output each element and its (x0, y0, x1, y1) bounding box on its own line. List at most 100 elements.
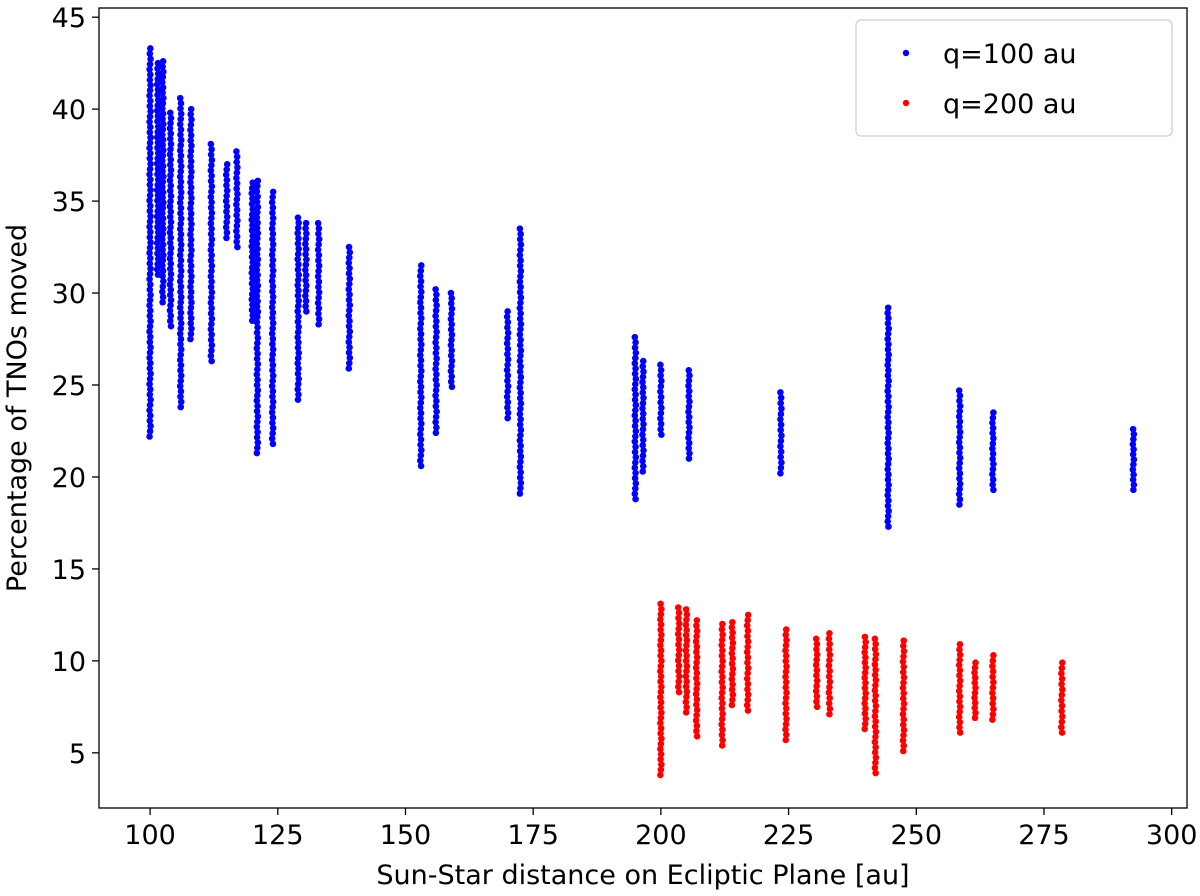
data-point (159, 204, 167, 212)
data-point (872, 759, 879, 767)
data-point (154, 86, 162, 93)
data-point (146, 296, 154, 304)
data-point (782, 731, 790, 738)
data-point (177, 351, 185, 359)
data-point (956, 459, 963, 467)
data-point (657, 388, 664, 395)
data-point (147, 97, 154, 105)
data-point (517, 310, 524, 317)
data-point (315, 225, 323, 232)
data-point (516, 278, 524, 285)
data-point (160, 173, 167, 180)
data-point (885, 523, 892, 530)
data-point (517, 230, 524, 238)
data-point (872, 676, 880, 684)
data-point (345, 365, 353, 372)
data-point (233, 153, 241, 161)
data-point (1058, 664, 1066, 672)
data-point (813, 698, 820, 705)
data-point (657, 678, 664, 685)
data-point (159, 58, 167, 65)
data-point (728, 660, 736, 667)
data-point (900, 716, 908, 723)
data-point (417, 415, 424, 422)
data-point (516, 262, 524, 270)
data-point (719, 710, 726, 718)
data-point (885, 351, 892, 358)
data-point (153, 266, 161, 273)
data-point (268, 330, 276, 337)
data-point (447, 378, 455, 385)
data-point (743, 648, 751, 656)
data-point (154, 118, 161, 125)
data-point (861, 648, 868, 656)
data-point (657, 766, 665, 774)
y-tick-label: 40 (52, 95, 86, 126)
data-point (719, 647, 726, 654)
data-point (177, 236, 184, 243)
data-point (146, 218, 154, 225)
data-point (989, 429, 996, 437)
data-point (254, 235, 261, 242)
data-point (315, 262, 323, 270)
data-point (517, 352, 524, 360)
data-point (302, 287, 310, 294)
data-point (657, 688, 665, 696)
data-point (728, 701, 736, 709)
data-point (639, 452, 647, 459)
data-point (1058, 729, 1066, 736)
data-point (872, 692, 879, 699)
data-point (783, 715, 790, 723)
data-point (315, 278, 323, 286)
data-point (899, 737, 907, 744)
data-point (153, 239, 161, 247)
data-point (433, 408, 440, 415)
data-point (346, 291, 353, 298)
data-point (861, 674, 868, 682)
data-point (268, 435, 276, 442)
data-point (885, 314, 892, 322)
data-point (657, 745, 664, 753)
data-point (885, 393, 892, 400)
data-point (294, 229, 302, 237)
data-point (269, 325, 276, 332)
data-point (693, 706, 701, 714)
data-point (693, 696, 701, 703)
data-point (885, 445, 892, 452)
data-point (269, 288, 276, 295)
data-point (813, 703, 821, 711)
data-point (159, 99, 167, 107)
data-point (417, 299, 424, 306)
data-point (956, 646, 963, 653)
data-point (685, 392, 693, 400)
data-point (657, 626, 664, 634)
data-point (253, 329, 261, 336)
data-point (990, 460, 997, 468)
data-point (884, 492, 891, 499)
data-point (208, 188, 215, 196)
data-point (683, 678, 690, 685)
data-point (900, 663, 908, 671)
data-point (989, 673, 996, 681)
data-point (872, 718, 879, 725)
data-point (640, 447, 647, 454)
data-point (516, 437, 524, 444)
data-point (177, 288, 184, 296)
data-point (166, 187, 174, 195)
data-point (744, 670, 752, 677)
data-point (718, 641, 725, 649)
data-point (693, 653, 701, 661)
data-point (884, 309, 891, 317)
data-point (675, 688, 683, 696)
data-point (631, 474, 639, 482)
data-point (177, 210, 184, 217)
data-point (657, 730, 664, 737)
data-point (233, 222, 241, 230)
y-tick-label: 15 (52, 555, 86, 586)
data-point (159, 236, 166, 243)
data-point (825, 635, 833, 642)
data-point (147, 265, 154, 273)
data-point (885, 507, 892, 515)
data-point (269, 340, 276, 348)
data-point (268, 409, 276, 416)
